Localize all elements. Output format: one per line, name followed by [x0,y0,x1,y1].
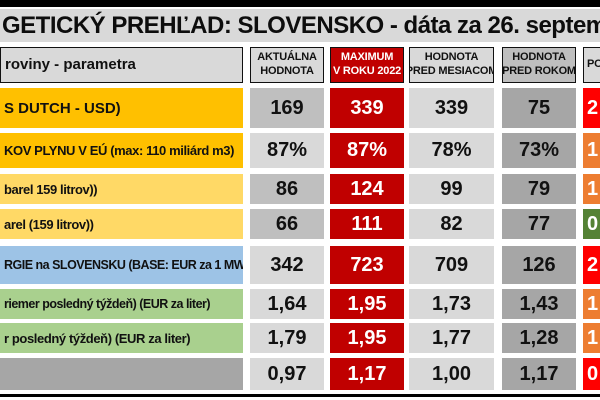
header-max-line2: V ROKU 2022 [332,65,402,77]
header-year-ago: HODNOTA PRED ROKOM [502,47,576,83]
year-value-cell: 1,17 [502,358,576,390]
month-value-cell: 1,00 [409,358,494,390]
table-row: KOV PLYNU V EÚ (max: 110 miliárd m3) 87%… [0,133,600,168]
year-value-cell: 77 [502,209,576,239]
header-max-2022: MAXIMUM V ROKU 2022 [330,47,404,83]
change-value-cell: 1 [583,133,600,168]
month-value-cell: 339 [409,88,494,128]
header-current-line1: AKTUÁLNA [257,51,317,64]
top-frame-border [0,0,600,7]
max-value-cell: 124 [330,174,404,204]
row-label [0,358,243,390]
month-value-cell: 82 [409,209,494,239]
header-max-line1: MAXIMUM [340,51,394,64]
current-value-cell: 66 [250,209,324,239]
header-parameter: roviny - parametra [0,47,243,83]
max-value-cell: 1,95 [330,323,404,353]
change-value-cell: 0 [583,209,600,239]
row-label: RGIE na SLOVENSKU (BASE: EUR za 1 MWh) [0,246,243,284]
current-value-cell: 342 [250,246,324,284]
row-label: arel (159 litrov)) [0,209,243,239]
month-value-cell: 1,77 [409,323,494,353]
current-value-cell: 1,64 [250,289,324,319]
table-row: barel 159 litrov)) 86 124 99 79 1 [0,174,600,204]
change-value-cell: 2 [583,246,600,284]
month-value-cell: 78% [409,133,494,168]
table-row: RGIE na SLOVENSKU (BASE: EUR za 1 MWh) 3… [0,246,600,284]
year-value-cell: 1,28 [502,323,576,353]
month-value-cell: 709 [409,246,494,284]
current-value-cell: 0,97 [250,358,324,390]
header-month-line1: HODNOTA [424,51,479,64]
header-month-line2: PRED MESIACOM [409,65,494,77]
row-label: S DUTCH - USD) [0,88,243,128]
row-label: barel 159 litrov)) [0,174,243,204]
max-value-cell: 723 [330,246,404,284]
row-label: riemer posledný týždeň) (EUR za liter) [0,289,243,319]
current-value-cell: 1,79 [250,323,324,353]
year-value-cell: 126 [502,246,576,284]
max-value-cell: 1,17 [330,358,404,390]
row-label: KOV PLYNU V EÚ (max: 110 miliárd m3) [0,133,243,168]
header-comparison-line1: PO [587,58,600,71]
table-row: S DUTCH - USD) 169 339 339 75 2 [0,88,600,128]
current-value-cell: 87% [250,133,324,168]
table-header-row: roviny - parametra AKTUÁLNA HODNOTA MAXI… [0,47,600,83]
month-value-cell: 99 [409,174,494,204]
change-value-cell: 0 [583,358,600,390]
year-value-cell: 79 [502,174,576,204]
max-value-cell: 1,95 [330,289,404,319]
row-label: r posledný týždeň) (EUR za liter) [0,323,243,353]
table-row: arel (159 litrov)) 66 111 82 77 0 [0,209,600,239]
header-current-line2: HODNOTA [260,65,314,77]
header-month-ago: HODNOTA PRED MESIACOM [409,47,494,83]
table-row: r posledný týždeň) (EUR za liter) 1,79 1… [0,323,600,353]
table-row: 0,97 1,17 1,00 1,17 0 [0,358,600,390]
year-value-cell: 75 [502,88,576,128]
max-value-cell: 87% [330,133,404,168]
table-row: riemer posledný týždeň) (EUR za liter) 1… [0,289,600,319]
year-value-cell: 1,43 [502,289,576,319]
change-value-cell: 2 [583,88,600,128]
change-value-cell: 1 [583,174,600,204]
bottom-frame-border [0,394,600,397]
max-value-cell: 111 [330,209,404,239]
current-value-cell: 86 [250,174,324,204]
header-current: AKTUÁLNA HODNOTA [250,47,324,83]
year-value-cell: 73% [502,133,576,168]
max-value-cell: 339 [330,88,404,128]
page-title: GETICKÝ PREHĽAD: SLOVENSKO - dáta za 26.… [0,9,600,42]
header-year-line1: HODNOTA [512,51,566,64]
change-value-cell: 1 [583,323,600,353]
header-year-line2: PRED ROKOM [502,65,576,77]
header-comparison-cut: PO [583,47,600,83]
month-value-cell: 1,73 [409,289,494,319]
current-value-cell: 169 [250,88,324,128]
change-value-cell: 1 [583,289,600,319]
